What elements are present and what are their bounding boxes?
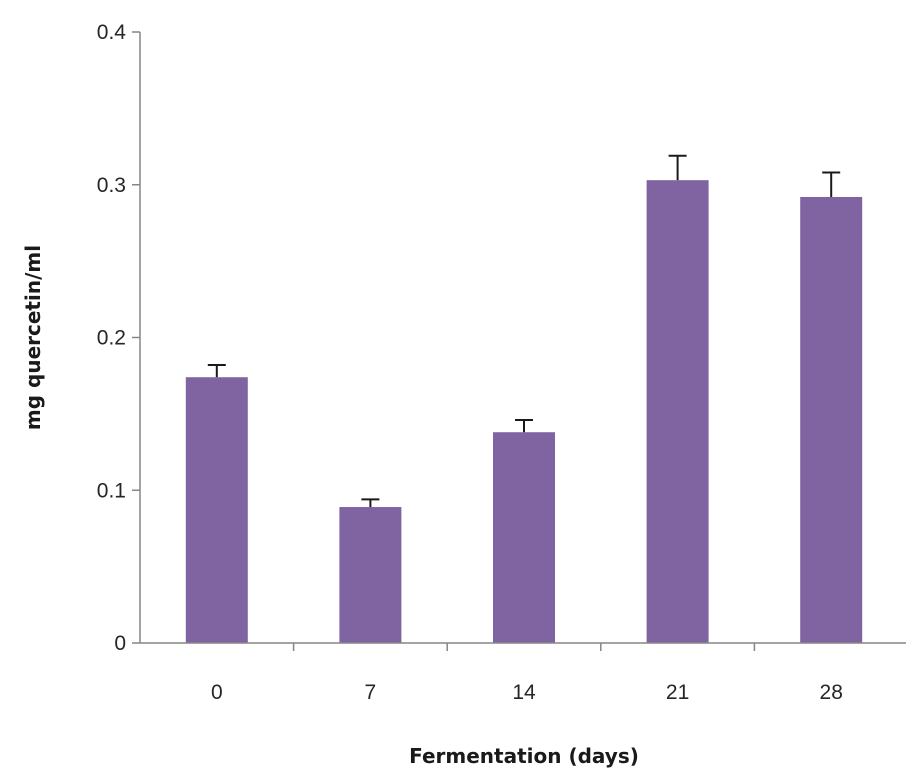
bar (646, 180, 709, 644)
x-tick-label: 7 (365, 681, 377, 704)
bar (800, 196, 863, 643)
y-tick-label: 0.4 (97, 21, 127, 44)
x-axis-ticks: 0 7 14 21 28 (211, 643, 843, 704)
bar (339, 507, 402, 643)
y-axis-title: mg quercetin/ml (21, 245, 45, 430)
y-tick-label: 0.1 (97, 479, 126, 502)
y-axis-ticks: 0 0.1 0.2 0.3 0.4 (97, 21, 140, 655)
bar (185, 377, 248, 643)
y-tick-label: 0.2 (97, 327, 126, 350)
bar (493, 432, 555, 643)
x-axis-title: Fermentation (days) (409, 744, 639, 768)
bars (185, 154, 863, 644)
x-tick-label: 21 (666, 681, 689, 704)
y-tick-label: 0.3 (97, 174, 126, 197)
x-tick-label: 14 (512, 681, 536, 704)
x-tick-label: 28 (820, 681, 843, 704)
x-tick-label: 0 (211, 681, 223, 704)
y-tick-label: 0 (114, 632, 126, 655)
